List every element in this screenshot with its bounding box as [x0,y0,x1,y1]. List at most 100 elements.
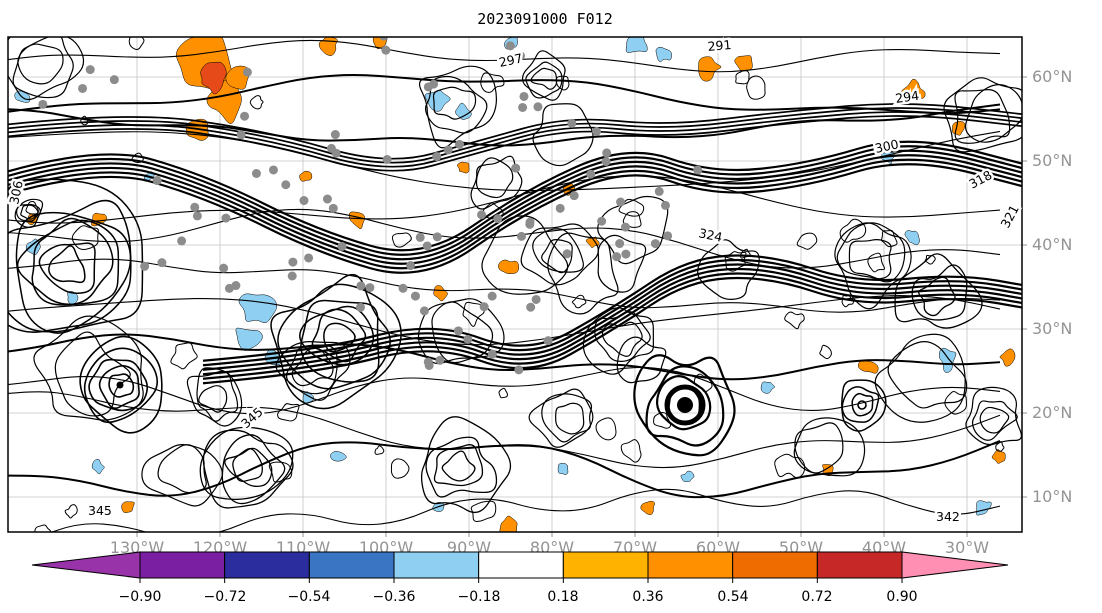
contour-line [198,385,228,413]
contour-label: 342 [936,509,960,524]
station-dot [511,163,521,173]
contour-line [8,391,1001,469]
contour-line [300,299,380,383]
station-dot [616,197,626,207]
contour-line [525,61,563,99]
contour-line [841,386,880,423]
contour-line [391,232,412,248]
station-dot [519,91,529,101]
contour-line [616,336,667,384]
station-dot [356,302,366,312]
station-dot [109,75,119,85]
colorbar-segment [478,551,564,579]
station-dot [85,65,95,75]
contour-line [894,253,983,329]
contour-line [8,333,1001,381]
station-dot [516,51,526,61]
station-dot [268,165,278,175]
contour-line [532,103,594,167]
contour-line [735,69,750,85]
station-dot [493,214,503,224]
colorbar-segment [816,551,903,579]
station-dot [369,24,378,33]
negative-shading-patch [760,381,775,394]
contour-line [470,155,523,210]
station-dot [531,294,541,304]
station-dot [463,334,473,344]
negative-shading-patch [455,102,472,120]
contour-line [793,417,866,477]
contour-line [880,229,898,248]
contour-line [622,211,642,228]
station-dot [281,180,291,190]
contour-line [774,453,806,479]
contour-line [8,175,1001,224]
contour-line [199,426,294,501]
negative-shading-patch [655,46,672,62]
contour-field [8,24,1022,532]
contour-line [8,140,1022,252]
contour-line [633,354,736,457]
contour-line [571,294,587,309]
intense-positive-shading-patch [200,61,227,95]
colorbar-tick-label: −0.54 [288,589,331,605]
contour-line [851,392,874,417]
contour-line [597,234,647,293]
contour-line [424,75,488,134]
station-dot [526,302,536,312]
station-dot [231,281,241,291]
positive-shading-patch [734,55,753,72]
colorbar-tick-label: −0.72 [204,589,247,605]
station-dot [487,291,497,301]
contour-line [277,273,391,390]
y-tick-label: 50°N [1032,151,1072,170]
contour-line [49,488,1001,532]
contour-label: 306 [6,179,26,206]
contour-line [995,441,1005,452]
station-dot [586,169,596,179]
contour-line [480,72,505,93]
contour-line [746,75,766,100]
colorbar-tick-labels: −0.90 −0.72 −0.54 −0.36 −0.18 0.18 0.36 … [119,589,918,605]
contour-line [232,447,263,482]
contour-line [601,321,643,357]
station-dot [443,145,453,155]
station-dot [190,202,200,212]
colorbar-segment [308,551,395,579]
contour-line [8,178,144,333]
contour-line [286,344,338,395]
contour-line [83,347,159,424]
station-dot [569,191,579,201]
contour-line [202,267,1022,376]
station-dot [455,139,465,149]
negative-shading-patch [557,463,569,475]
station-dot [477,210,487,220]
contour-line [8,145,1022,256]
contour-line [8,39,1001,73]
contour-line [911,264,968,321]
station-dot [487,349,497,359]
station-dot [398,283,408,293]
contour-label: 321 [997,202,1021,230]
contour-line [131,152,144,163]
contour-line [979,406,1010,434]
contour-line [918,276,956,317]
station-dot [597,216,607,226]
negative-shading-patch [330,451,347,462]
contour-line [620,439,642,463]
contour-line [31,217,114,306]
contour-line [186,370,243,427]
contour-label: 318 [966,167,994,191]
contour-line [12,37,74,99]
contour-line [8,154,1022,265]
contour-label: 297 [498,50,524,70]
positive-shading-patch [499,515,518,532]
contour-label: 294 [894,88,920,106]
contour-line [8,258,1001,313]
contour-line [98,365,140,410]
cyclone-center [857,400,867,410]
contour-line [8,107,1022,164]
positive-shading-patch [299,170,313,182]
contour-line [202,258,1022,367]
station-dot [525,217,535,227]
